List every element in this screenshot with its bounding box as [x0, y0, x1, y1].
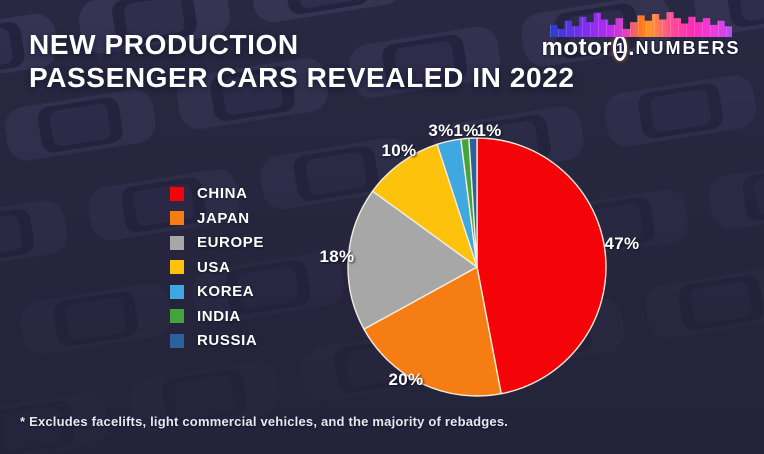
- legend-swatch-japan: [170, 211, 184, 225]
- pie-slice-china: [476, 137, 607, 395]
- logo-suffix-text: NUMBERS: [635, 37, 741, 58]
- pie-slice-europe: [347, 190, 478, 330]
- legend-item-usa: USA: [170, 259, 264, 276]
- logo-dot: .: [628, 35, 635, 60]
- legend-swatch-russia: [170, 333, 184, 348]
- title-line-1: NEW PRODUCTION: [29, 29, 299, 60]
- legend-swatch-china: [170, 186, 184, 201]
- legend-swatch-india: [170, 309, 184, 323]
- pie-percent-label-europe: 18%: [319, 247, 355, 266]
- pie-percent-label-russia: 1%: [476, 121, 502, 140]
- legend-swatch-korea: [170, 284, 184, 299]
- pie-percent-label-usa: 10%: [381, 141, 417, 160]
- pie-chart: [347, 137, 607, 397]
- legend-item-europe: EUROPE: [170, 234, 264, 251]
- legend-item-japan: JAPAN: [170, 210, 264, 227]
- pie-percent-label-korea: 3%: [428, 121, 454, 140]
- equalizer-graphic-icon: [550, 12, 732, 37]
- title-line-2: PASSENGER CARS REVEALED IN 2022: [29, 62, 575, 93]
- legend-label-korea: KOREA: [197, 283, 255, 300]
- logo-brand-text: motor: [541, 34, 613, 61]
- footnote: * Excludes facelifts, light commercial v…: [20, 414, 509, 429]
- legend-item-china: CHINA: [170, 185, 264, 202]
- pie-slice-russia: [468, 137, 478, 268]
- legend-label-russia: RUSSIA: [197, 332, 258, 349]
- legend-label-usa: USA: [197, 258, 231, 276]
- pie-percent-label-china: 47%: [604, 234, 640, 253]
- legend-label-india: INDIA: [197, 307, 241, 325]
- legend-swatch-europe: [170, 235, 184, 250]
- pie-slice-japan: [363, 266, 502, 397]
- pie-percent-label-india: 1%: [453, 121, 479, 140]
- pie-percent-label-japan: 20%: [388, 370, 424, 389]
- legend-swatch-usa: [170, 260, 184, 274]
- page-title: NEW PRODUCTION PASSENGER CARS REVEALED I…: [29, 28, 575, 94]
- legend-label-europe: EUROPE: [197, 234, 264, 251]
- legend-label-japan: JAPAN: [197, 209, 250, 227]
- motor1-numbers-logo: motor 1 . NUMBERS: [542, 10, 738, 62]
- legend: CHINA JAPAN EUROPE USA KOREA INDIA RUSSI…: [170, 185, 264, 349]
- logo-wordmark: motor 1 . NUMBERS: [542, 34, 738, 62]
- legend-item-korea: KOREA: [170, 283, 264, 300]
- legend-item-india: INDIA: [170, 308, 264, 325]
- pie-slice-usa: [371, 143, 478, 268]
- logo-one-circle-icon: 1: [613, 35, 628, 61]
- legend-label-china: CHINA: [197, 185, 248, 202]
- legend-item-russia: RUSSIA: [170, 332, 264, 349]
